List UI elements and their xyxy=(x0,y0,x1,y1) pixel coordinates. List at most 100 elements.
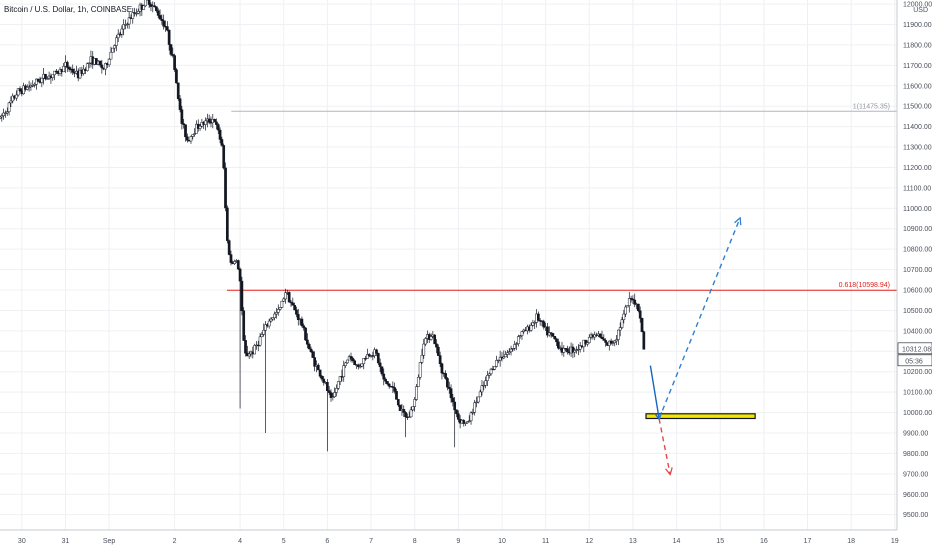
candle-body xyxy=(476,396,480,403)
candle-body xyxy=(82,68,86,74)
candle-body xyxy=(269,318,273,322)
candle-body xyxy=(182,123,186,125)
time-tick-label: 2 xyxy=(173,538,177,545)
candle-body xyxy=(551,333,555,337)
candle-body xyxy=(25,86,29,90)
time-tick-label: Sep xyxy=(103,538,116,545)
candle-body xyxy=(366,354,369,359)
last-price-badge xyxy=(897,342,932,355)
support-zone-rectangle[interactable] xyxy=(645,413,756,420)
candle-body xyxy=(271,317,275,320)
candle-body xyxy=(542,321,546,328)
candle-body xyxy=(155,6,158,12)
candle-body xyxy=(615,339,618,342)
candle-body xyxy=(36,78,40,82)
candle-body xyxy=(416,377,420,387)
price-badges: 10312.08 05:36 xyxy=(897,342,932,367)
candle-body xyxy=(282,298,286,302)
drawings[interactable] xyxy=(645,219,756,474)
candle-body xyxy=(153,5,156,8)
time-tick-label: 16 xyxy=(760,538,768,545)
candle-body xyxy=(382,373,386,380)
candles xyxy=(0,0,646,452)
price-tick-label: 11500.00 xyxy=(903,104,932,111)
price-tick-label: 11600.00 xyxy=(903,83,932,90)
candle-body xyxy=(553,336,557,340)
candle-body xyxy=(466,421,469,424)
candle-body xyxy=(169,44,173,55)
candle-body xyxy=(216,124,220,131)
candle-body xyxy=(16,88,20,96)
candle-body xyxy=(326,381,329,391)
candle-body xyxy=(236,260,240,270)
candle-body xyxy=(233,261,236,264)
candle-body xyxy=(316,364,320,371)
price-tick-label: 10400.00 xyxy=(903,328,932,335)
candle-body xyxy=(446,378,449,388)
candle-body xyxy=(45,78,49,80)
price-tick-label: 11100.00 xyxy=(903,185,931,192)
bearish-target-arrow[interactable] xyxy=(658,418,670,474)
candle-body xyxy=(453,401,457,411)
candle-body xyxy=(387,383,391,387)
candle-body xyxy=(191,134,195,137)
candle-body xyxy=(413,399,417,407)
time-tick-label: 9 xyxy=(456,538,460,545)
resistance-line-label: 1(11475.35) xyxy=(853,103,890,110)
candle-body xyxy=(600,336,604,340)
candle-body xyxy=(642,331,646,350)
candle-body xyxy=(451,397,455,403)
drop-arrow[interactable] xyxy=(649,365,659,419)
countdown-badge xyxy=(897,354,932,367)
candle-body xyxy=(293,305,296,311)
time-tick-label: 13 xyxy=(629,538,637,545)
candle-body xyxy=(502,356,506,359)
candle-body xyxy=(640,318,644,332)
candle-body xyxy=(4,112,7,115)
candle-body xyxy=(302,325,306,329)
candle-body xyxy=(584,339,587,345)
candle-body xyxy=(267,320,271,327)
price-tick-label: 9700.00 xyxy=(903,471,928,478)
candle-body xyxy=(609,340,613,344)
time-axis-background xyxy=(0,530,932,550)
candle-body xyxy=(627,298,631,306)
candle-body xyxy=(278,307,282,310)
candle-body xyxy=(513,344,517,349)
candle-body xyxy=(173,55,176,70)
candle-body xyxy=(204,120,207,125)
candle-body xyxy=(87,62,91,64)
candle-body xyxy=(516,336,520,344)
candle-body xyxy=(189,136,193,142)
price-tick-label: 11900.00 xyxy=(903,22,932,29)
time-axis[interactable]: 30 31 Sep 2 4 5 6 7 8 9 10 11 12 13 14 15 16 17 18 19 xyxy=(18,538,899,545)
price-tick-label: 10100.00 xyxy=(903,390,932,397)
price-tick-label: 11200.00 xyxy=(903,165,932,172)
candle-body xyxy=(444,373,447,379)
time-tick-label: 5 xyxy=(282,538,286,545)
candle-body xyxy=(11,95,15,102)
candle-body xyxy=(557,341,560,349)
time-tick-label: 14 xyxy=(673,538,681,545)
candle-body xyxy=(536,313,540,321)
candle-body xyxy=(631,298,635,301)
candle-body xyxy=(5,111,9,114)
candle-body xyxy=(486,375,489,381)
candle-body xyxy=(469,412,473,422)
candle-body xyxy=(135,12,138,15)
candle-body xyxy=(33,84,36,86)
candle-body xyxy=(478,391,482,398)
candle-body xyxy=(9,100,13,104)
candle-body xyxy=(540,320,544,322)
price-tick-label: 11700.00 xyxy=(903,63,932,70)
price-tick-label: 9600.00 xyxy=(903,492,928,499)
candle-body xyxy=(380,366,384,375)
horizontal-lines: 1(11475.35) 0.618(10598.94) xyxy=(226,103,897,291)
candle-body xyxy=(356,364,360,367)
candle-body xyxy=(296,314,300,321)
candle-body xyxy=(287,292,291,303)
candle-body xyxy=(487,373,491,376)
candle-body xyxy=(207,118,211,123)
